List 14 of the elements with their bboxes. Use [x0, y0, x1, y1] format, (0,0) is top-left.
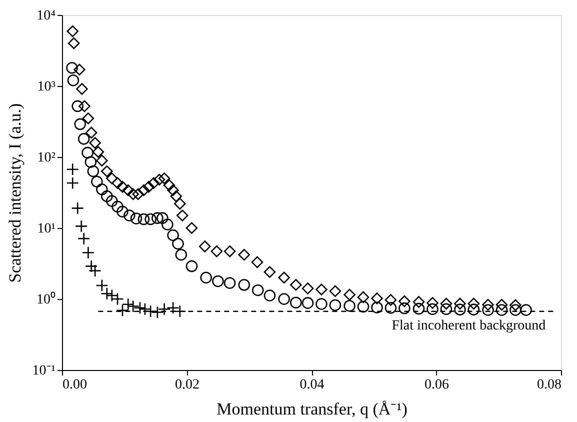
annotation: Flat incoherent background — [392, 318, 546, 334]
x-tick-label: 0.04 — [300, 378, 324, 392]
y-tick-label: 10⁴ — [36, 8, 56, 24]
y-tick-label: 10¹ — [37, 222, 56, 236]
x-tick-label: 0.02 — [175, 378, 200, 392]
x-tick-label: 0.06 — [424, 378, 449, 392]
y-tick-label: 10⁰ — [36, 292, 56, 308]
y-axis-title: Scattered intensity, I (a.u.) — [5, 103, 24, 283]
x-tick-label: 0.00 — [62, 378, 87, 392]
y-tick-label: 10⁻¹ — [32, 364, 56, 378]
y-tick-label: 10³ — [37, 80, 56, 94]
x-axis-title: Momentum transfer, q (Å⁻¹) — [216, 400, 408, 418]
x-tick-label: 0.08 — [537, 378, 562, 392]
y-tick-label: 10² — [37, 150, 56, 166]
